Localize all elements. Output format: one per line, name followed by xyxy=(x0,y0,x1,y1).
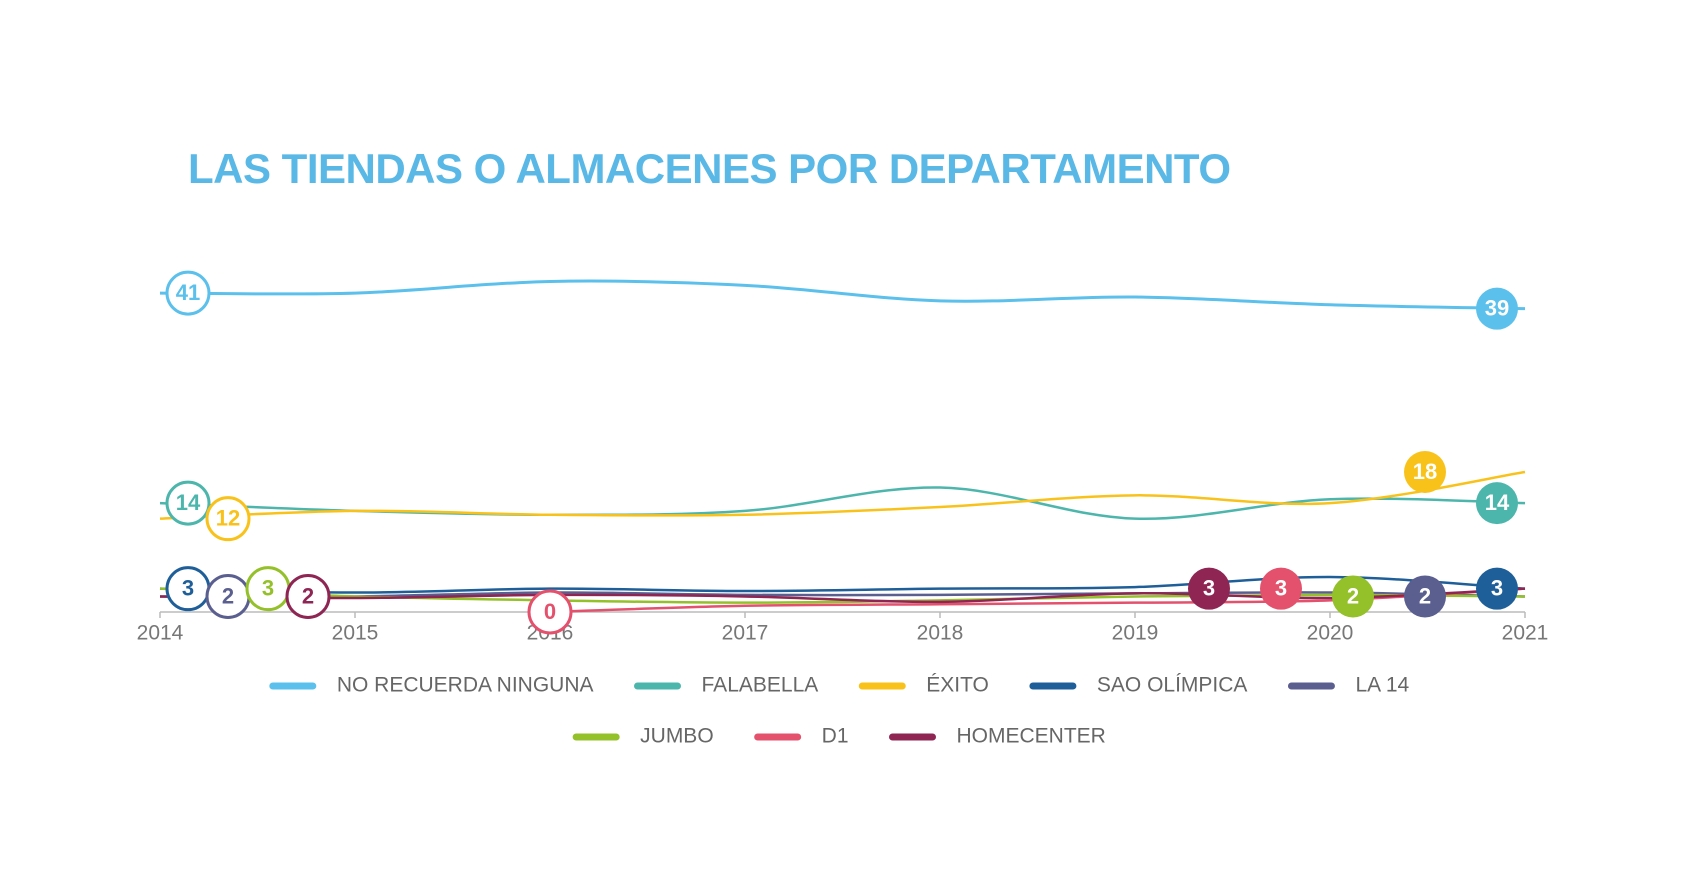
x-tick-label: 2017 xyxy=(722,622,769,645)
value-bubble xyxy=(527,589,573,635)
value-label: 2 xyxy=(1419,583,1431,608)
legend-row: JUMBO D1 HOMECENTER xyxy=(572,725,1106,748)
value-label: 3 xyxy=(1203,575,1215,600)
value-label: 18 xyxy=(1413,459,1437,484)
legend-label: ÉXITO xyxy=(926,674,989,697)
value-label: 2 xyxy=(302,583,314,608)
value-label: 3 xyxy=(262,575,274,600)
legend-label: D1 xyxy=(822,725,849,748)
x-tick-label: 2020 xyxy=(1307,622,1354,645)
legend-label: NO RECUERDA NINGUNA xyxy=(337,674,594,697)
value-label: 0 xyxy=(544,599,556,624)
value-bubble xyxy=(1476,482,1518,525)
value-bubble xyxy=(1188,567,1230,610)
value-bubble xyxy=(1260,567,1302,610)
value-bubble xyxy=(205,496,251,542)
value-label: 12 xyxy=(216,505,240,530)
value-label: 3 xyxy=(1275,575,1287,600)
legend-label: SAO OLÍMPICA xyxy=(1097,674,1248,697)
value-bubble xyxy=(165,480,211,526)
value-bubble xyxy=(1476,287,1518,330)
legend-label: HOMECENTER xyxy=(957,725,1106,748)
value-label: 2 xyxy=(1347,583,1359,608)
value-label: 39 xyxy=(1485,295,1509,320)
x-tick-label: 2021 xyxy=(1502,622,1549,645)
x-tick-label: 2015 xyxy=(332,622,379,645)
value-label: 2 xyxy=(222,583,234,608)
value-bubble xyxy=(1404,575,1446,618)
chart-title: LAS TIENDAS O ALMACENES POR DEPARTAMENTO xyxy=(188,145,1231,192)
legend-row: NO RECUERDA NINGUNA FALABELLA ÉXITO SAO OLÍ… xyxy=(269,674,1409,697)
legend-label: FALABELLA xyxy=(702,674,819,697)
value-label: 3 xyxy=(1491,575,1503,600)
series-line xyxy=(159,279,1526,311)
value-bubble xyxy=(165,270,211,316)
x-tick-label: 2014 xyxy=(137,622,184,645)
value-label: 14 xyxy=(1485,490,1510,515)
value-bubble xyxy=(1404,451,1446,493)
series-line xyxy=(159,575,1526,594)
value-label: 14 xyxy=(176,490,201,515)
x-tick-label: 2019 xyxy=(1112,622,1159,645)
value-label: 41 xyxy=(176,280,200,305)
value-bubble xyxy=(1476,567,1518,610)
x-tick-label: 2018 xyxy=(917,622,964,645)
value-bubble xyxy=(1332,575,1374,618)
series-line xyxy=(159,587,1526,604)
legend-label: JUMBO xyxy=(640,725,714,748)
value-bubble xyxy=(285,573,331,619)
series-line xyxy=(159,470,1526,520)
value-label: 3 xyxy=(182,575,194,600)
legend-label: LA 14 xyxy=(1355,674,1409,697)
